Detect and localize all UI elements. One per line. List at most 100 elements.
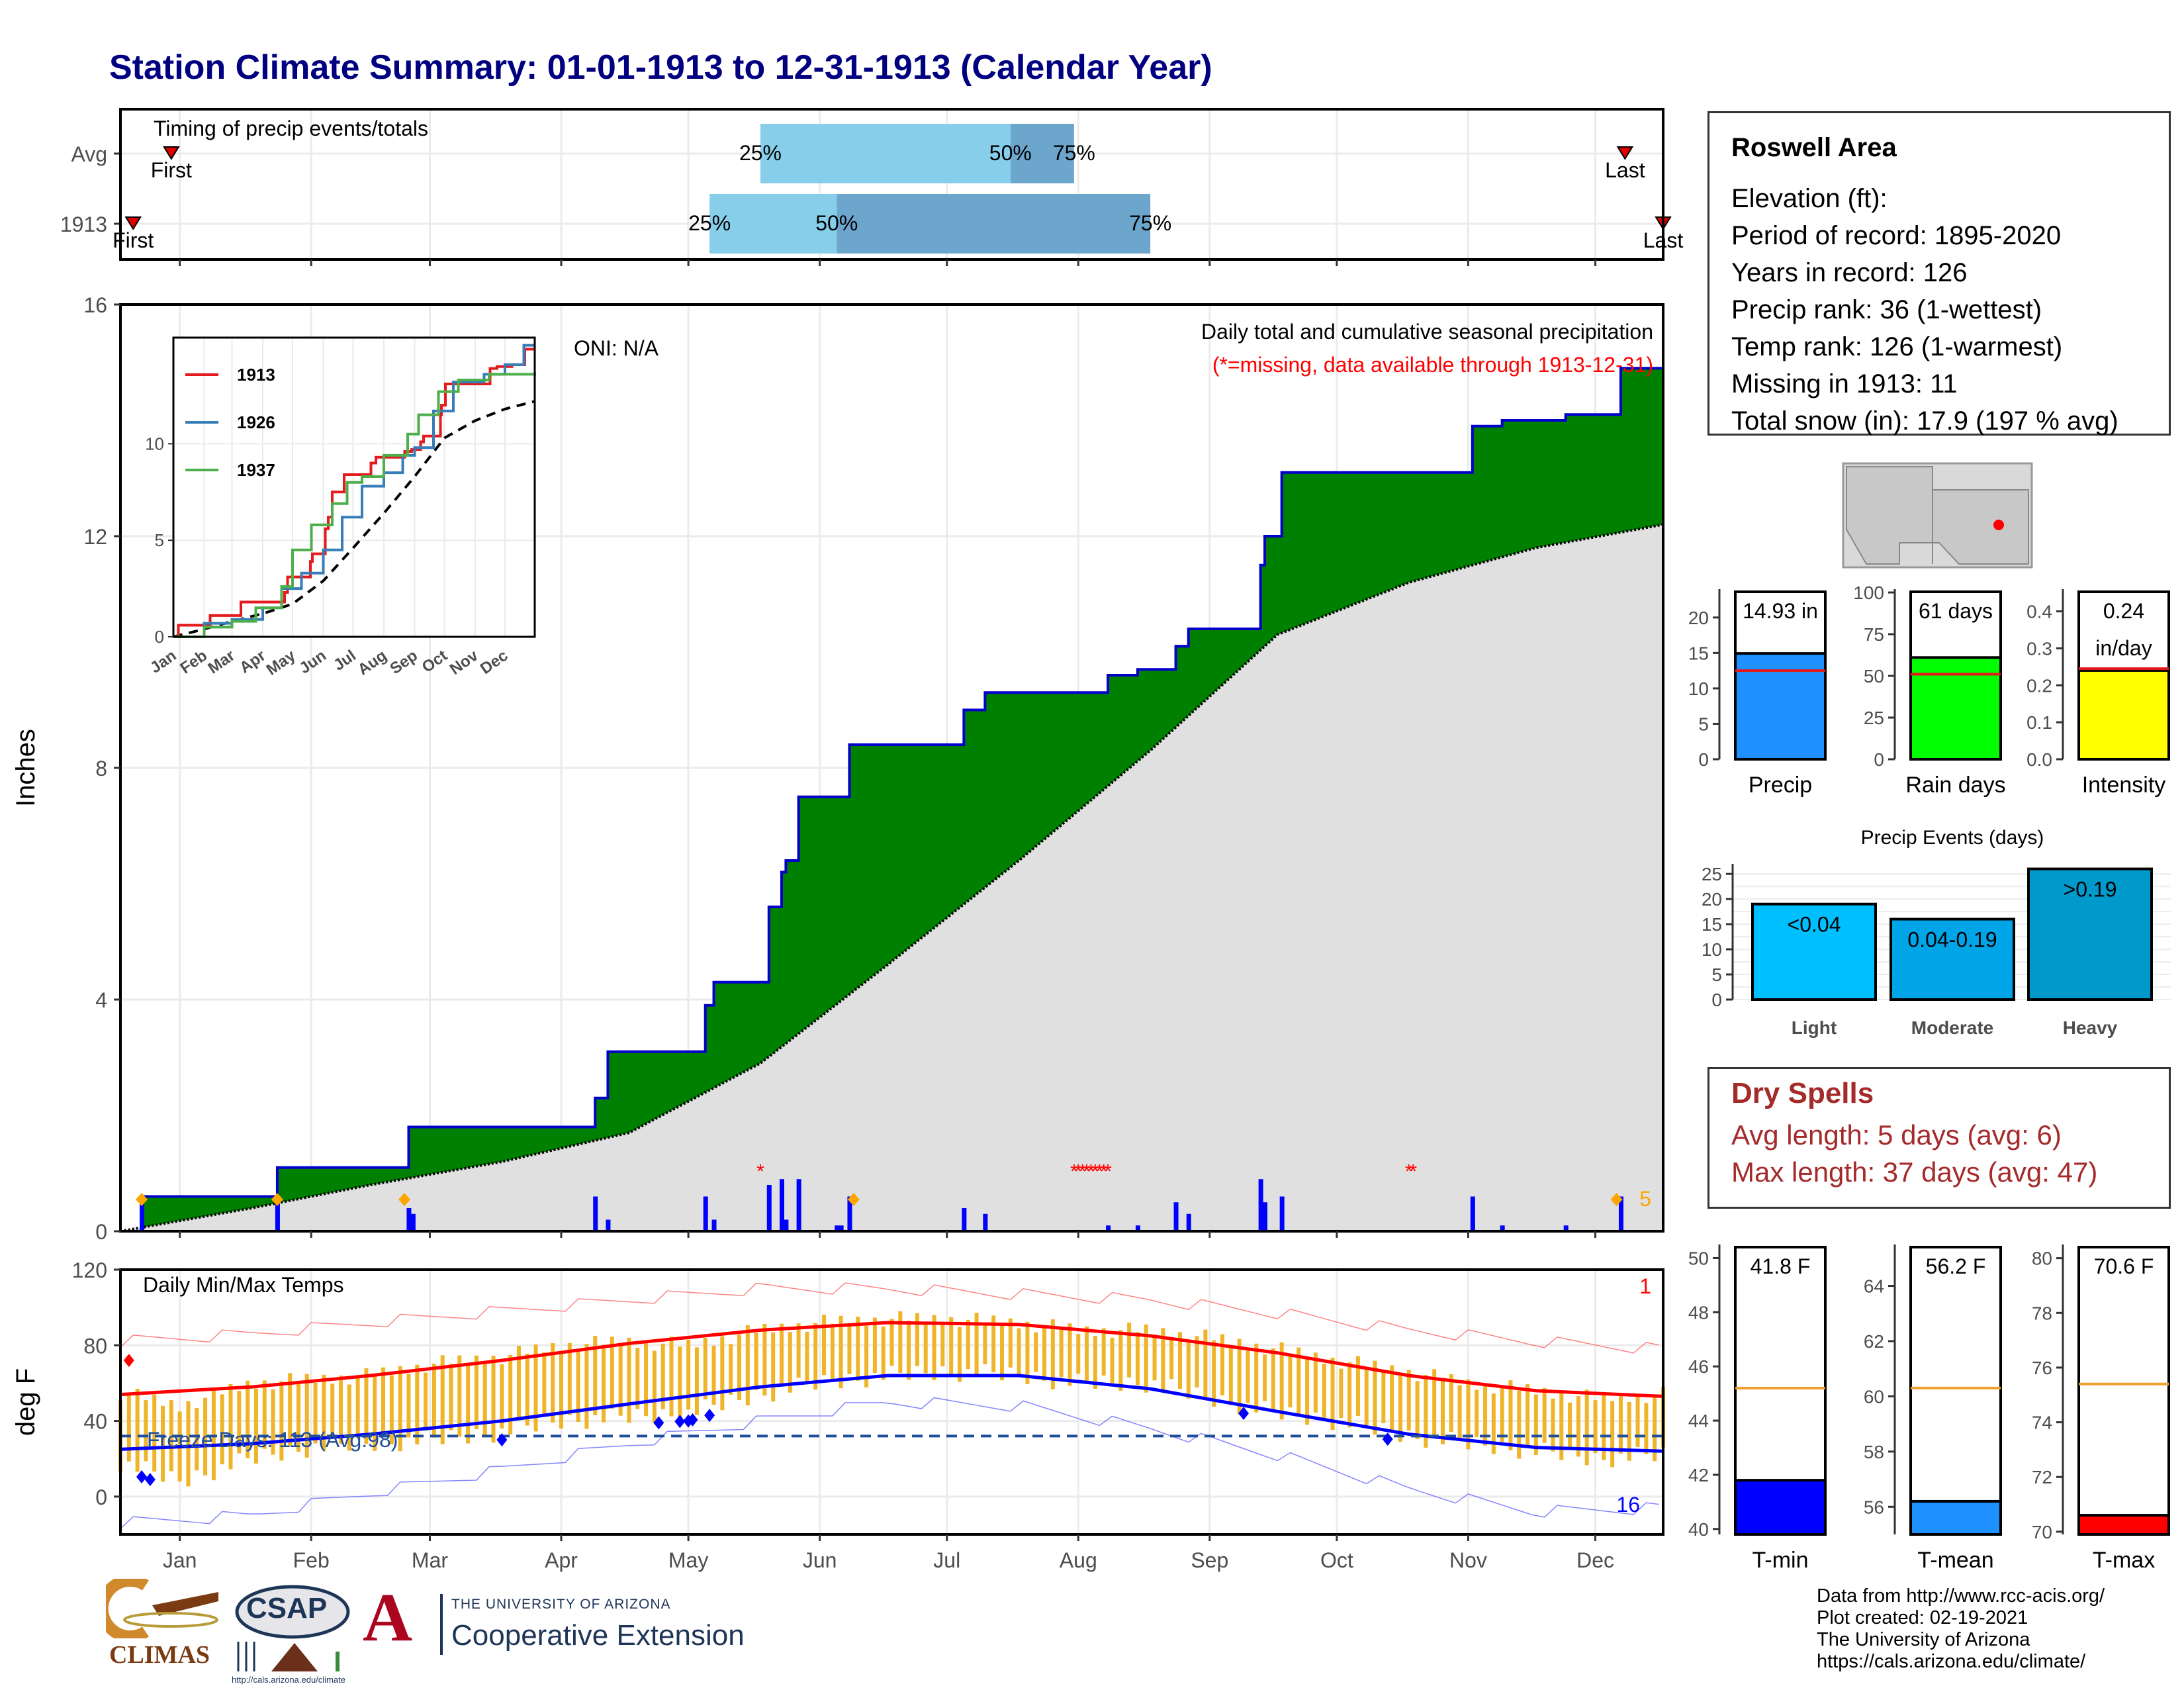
record-low-marker-icon <box>1382 1432 1393 1446</box>
daily-temp-range-bar <box>1085 1326 1089 1382</box>
precip-events-y-tick-label: 25 <box>1702 864 1722 884</box>
timing-bar-early <box>709 194 837 254</box>
daily-temp-range-bar <box>1271 1348 1275 1411</box>
daily-temp-range-bar <box>576 1352 580 1422</box>
daily-temp-range-bar <box>1228 1344 1233 1405</box>
daily-temp-range-bar <box>974 1313 979 1378</box>
daily-temp-range-bar <box>516 1346 521 1420</box>
precip-y-tick-label: 12 <box>83 525 107 549</box>
daily-temp-range-bar <box>508 1354 513 1434</box>
daily-temp-range-bar <box>610 1336 614 1409</box>
daily-temp-range-bar <box>432 1364 436 1438</box>
timing-first-label: First <box>113 228 154 252</box>
summary-bar-panel: 40 42 44 46 48 50 41.8 F T-min <box>1688 1244 1827 1573</box>
daily-temp-range-bar <box>669 1336 674 1417</box>
first-event-marker-icon <box>124 216 142 230</box>
daily-temp-range-bar <box>788 1332 792 1393</box>
daily-temp-range-bar <box>1466 1379 1471 1450</box>
daily-temp-range-bar <box>745 1325 750 1406</box>
daily-temp-range-bar <box>542 1352 547 1417</box>
summary-category-label: Intensity <box>2082 773 2166 798</box>
summary-category-label: T-max <box>2093 1548 2155 1573</box>
daily-temp-range-bar <box>1500 1387 1504 1442</box>
summary-y-tick-label: 80 <box>2032 1248 2052 1269</box>
summary-y-tick-label: 46 <box>1688 1356 1709 1377</box>
precip-y-tick-label: 4 <box>95 988 107 1012</box>
daily-temp-range-bar <box>1110 1337 1115 1383</box>
temp-x-tick-label: May <box>668 1548 708 1572</box>
ua-logo-divider <box>440 1594 443 1655</box>
daily-temp-range-bar <box>805 1331 809 1384</box>
temp-x-tick-label: Aug <box>1060 1548 1097 1572</box>
daily-temp-range-bar <box>1313 1352 1318 1413</box>
daily-temp-range-bar <box>1008 1318 1013 1368</box>
timing-row-label: Avg <box>71 142 107 166</box>
credit-line: https://cals.arizona.edu/climate/ <box>1817 1651 2086 1672</box>
temp-x-tick-label: Sep <box>1191 1548 1228 1572</box>
daily-temp-range-bar <box>567 1342 572 1415</box>
summary-y-tick-label: 0.2 <box>2026 675 2052 696</box>
station-location-marker-icon <box>1993 520 2004 530</box>
daily-temp-range-bar <box>1381 1371 1386 1423</box>
snow-day-marker-icon <box>398 1193 411 1206</box>
average-tmin-line <box>120 1374 1664 1453</box>
summary-y-tick-label: 5 <box>1698 714 1709 734</box>
daily-temp-range-bar <box>1212 1340 1216 1407</box>
daily-temp-range-bar <box>1424 1375 1428 1448</box>
average-tmax-line <box>120 1321 1664 1398</box>
summary-value-bar <box>1909 1499 2002 1536</box>
summary-value-label: 0.24 <box>2103 599 2144 623</box>
daily-temp-range-bar <box>796 1323 801 1378</box>
daily-precip-bar <box>835 1225 840 1231</box>
daily-temp-range-bar <box>1576 1396 1580 1457</box>
daily-precip-bar <box>410 1213 416 1231</box>
daily-precip-bar <box>1618 1196 1623 1231</box>
summary-y-tick-label: 70 <box>2032 1522 2052 1542</box>
daily-temp-range-bar <box>211 1387 216 1481</box>
daily-temp-range-bar <box>627 1337 631 1423</box>
daily-temp-range-bar <box>466 1364 471 1444</box>
daily-temp-range-bar <box>1551 1398 1555 1452</box>
daily-temp-range-bar <box>1517 1390 1522 1459</box>
daily-temp-range-bar <box>1347 1362 1352 1428</box>
daily-temp-range-bar <box>1584 1389 1589 1466</box>
daily-temp-range-bar <box>1322 1364 1326 1421</box>
temp-x-tick-label: Feb <box>293 1548 330 1572</box>
summary-y-tick-label: 0 <box>1874 749 1884 770</box>
precip-y-tick-label: 0 <box>95 1220 107 1244</box>
timing-q25-label: 25% <box>688 211 731 235</box>
daily-temp-range-bar <box>1364 1367 1369 1426</box>
daily-temp-range-bar <box>1483 1383 1488 1446</box>
record-low-marker-icon <box>496 1433 508 1447</box>
dry-max-length: Max length: 37 days (avg: 47) <box>1731 1156 2098 1188</box>
daily-temp-range-bar <box>533 1344 538 1432</box>
daily-precip-bar <box>1279 1196 1285 1231</box>
daily-temp-range-bar <box>1441 1380 1445 1444</box>
timing-frame <box>119 108 1664 261</box>
daily-temp-range-bar <box>339 1376 343 1444</box>
daily-temp-range-bar <box>602 1344 606 1423</box>
credit-line: Plot created: 02-19-2021 <box>1817 1607 2028 1628</box>
daily-temp-range-bar <box>1237 1338 1242 1415</box>
summary-y-tick-label: 74 <box>2032 1413 2052 1433</box>
daily-temp-range-bar <box>228 1383 233 1470</box>
daily-temp-range-bar <box>1203 1329 1208 1397</box>
inset-series-line <box>173 344 535 638</box>
summary-y-tick-label: 44 <box>1688 1411 1709 1431</box>
summary-y-tick-label: 78 <box>2032 1303 2052 1323</box>
daily-temp-range-bar <box>1305 1358 1310 1425</box>
page-title: Station Climate Summary: 01-01-1913 to 1… <box>109 48 1212 87</box>
inset-y-tick-label: 10 <box>145 434 164 453</box>
timing-last-label: Last <box>1605 158 1645 182</box>
station-stat-line: Years in record: 126 <box>1731 258 1968 287</box>
timing-first-label: First <box>151 158 192 182</box>
summary-y-tick-label: 10 <box>1688 679 1709 699</box>
daily-temp-range-bar <box>1635 1393 1640 1447</box>
daily-temp-range-bar <box>703 1338 707 1400</box>
daily-temp-range-bar <box>1508 1380 1513 1450</box>
temp-totals-chart: 40 42 44 46 48 50 41.8 F T-min 56 58 60 62 64 56.2 F T… <box>1688 1244 2170 1573</box>
temp-x-tick-label: Jun <box>803 1548 837 1572</box>
timing-bar-late <box>837 194 1151 254</box>
